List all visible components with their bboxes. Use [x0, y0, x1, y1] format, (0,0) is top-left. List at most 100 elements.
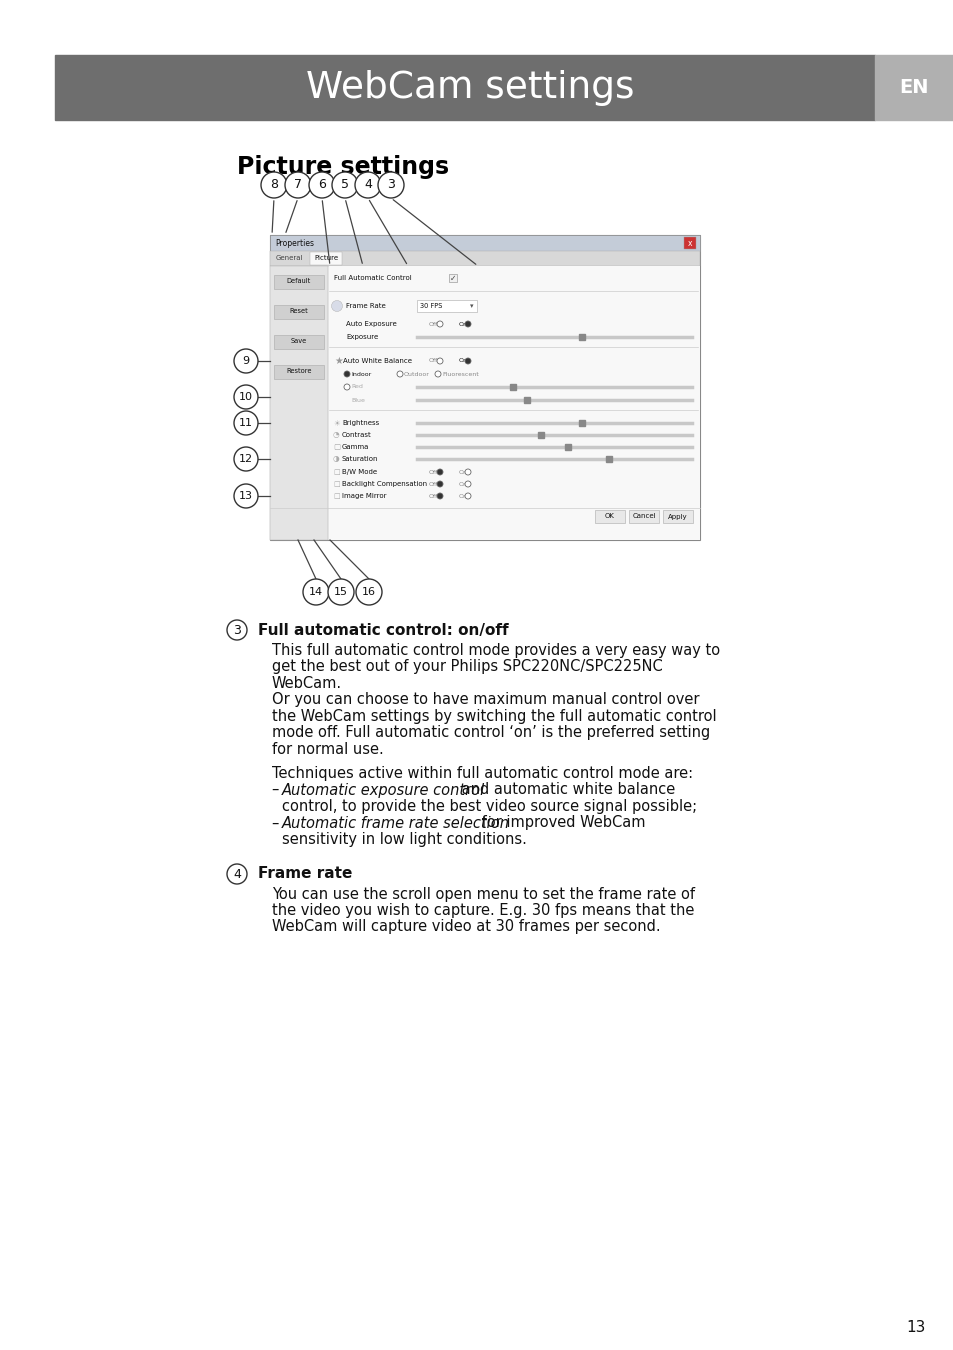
- Circle shape: [355, 171, 380, 198]
- Text: ◔: ◔: [333, 431, 339, 440]
- Circle shape: [233, 385, 257, 409]
- Text: On: On: [458, 482, 468, 486]
- Circle shape: [227, 620, 247, 640]
- Text: Saturation: Saturation: [341, 456, 378, 462]
- Bar: [449, 274, 456, 282]
- Text: Off: Off: [429, 359, 437, 363]
- Text: 6: 6: [317, 178, 326, 192]
- Text: ☀: ☀: [333, 418, 339, 428]
- Text: Indoor: Indoor: [351, 371, 371, 377]
- Circle shape: [464, 468, 471, 475]
- Circle shape: [464, 481, 471, 487]
- Text: 4: 4: [233, 868, 241, 880]
- Text: 8: 8: [270, 178, 277, 192]
- Text: sensitivity in low light conditions.: sensitivity in low light conditions.: [282, 832, 526, 846]
- Text: and automatic white balance: and automatic white balance: [456, 783, 675, 798]
- Text: □: □: [333, 481, 339, 487]
- Text: 16: 16: [361, 587, 375, 597]
- Text: ✓: ✓: [450, 274, 456, 282]
- Text: Default: Default: [287, 278, 311, 283]
- Text: Or you can choose to have maximum manual control over: Or you can choose to have maximum manual…: [272, 693, 699, 707]
- Text: Image Mirror: Image Mirror: [341, 493, 386, 500]
- Text: Gamma: Gamma: [341, 444, 369, 450]
- Circle shape: [464, 493, 471, 500]
- Text: 7: 7: [294, 178, 302, 192]
- Circle shape: [344, 383, 350, 390]
- Bar: [416, 300, 476, 312]
- Circle shape: [396, 371, 402, 377]
- Text: ◑: ◑: [333, 455, 339, 463]
- Text: Off: Off: [429, 494, 437, 498]
- Bar: [55, 55, 874, 120]
- Bar: [274, 364, 324, 379]
- Circle shape: [261, 171, 287, 198]
- Text: Off: Off: [429, 470, 437, 474]
- Text: ▢: ▢: [333, 443, 340, 451]
- Bar: [662, 510, 692, 522]
- Text: You can use the scroll open menu to set the frame rate of: You can use the scroll open menu to set …: [272, 887, 695, 902]
- Bar: [270, 251, 700, 266]
- Text: Contrast: Contrast: [341, 432, 372, 437]
- Bar: [270, 266, 328, 540]
- Circle shape: [355, 579, 381, 605]
- Circle shape: [233, 447, 257, 471]
- Text: EN: EN: [899, 78, 928, 97]
- Text: □: □: [333, 468, 339, 475]
- Text: OK: OK: [604, 513, 615, 520]
- Text: Exposure: Exposure: [346, 333, 377, 340]
- Text: the WebCam settings by switching the full automatic control: the WebCam settings by switching the ful…: [272, 709, 716, 724]
- Text: x: x: [687, 239, 692, 247]
- Bar: [329, 266, 700, 540]
- Text: Outdoor: Outdoor: [403, 371, 430, 377]
- Text: On: On: [458, 359, 468, 363]
- Bar: [874, 55, 953, 120]
- Bar: [310, 252, 341, 265]
- Bar: [628, 510, 659, 522]
- Text: for improved WebCam: for improved WebCam: [476, 815, 645, 830]
- Text: 14: 14: [309, 587, 323, 597]
- Text: Brightness: Brightness: [341, 420, 379, 427]
- Text: B/W Mode: B/W Mode: [341, 468, 376, 475]
- Text: This full automatic control mode provides a very easy way to: This full automatic control mode provide…: [272, 643, 720, 657]
- Circle shape: [233, 410, 257, 435]
- Circle shape: [377, 171, 403, 198]
- Text: General: General: [275, 255, 303, 262]
- Text: WebCam.: WebCam.: [272, 675, 342, 690]
- Circle shape: [328, 579, 354, 605]
- Text: Automatic exposure control: Automatic exposure control: [282, 783, 485, 798]
- Text: Fluorescent: Fluorescent: [441, 371, 478, 377]
- Text: 3: 3: [233, 624, 241, 636]
- Circle shape: [331, 301, 342, 312]
- Text: Reset: Reset: [290, 308, 308, 315]
- Text: 13: 13: [905, 1320, 924, 1335]
- Text: 3: 3: [387, 178, 395, 192]
- Circle shape: [464, 358, 471, 364]
- Circle shape: [464, 321, 471, 327]
- Text: Cancel: Cancel: [632, 513, 655, 520]
- Text: 13: 13: [239, 491, 253, 501]
- Text: WebCam settings: WebCam settings: [305, 69, 634, 105]
- Bar: [270, 235, 700, 251]
- Text: WebCam will capture video at 30 frames per second.: WebCam will capture video at 30 frames p…: [272, 919, 659, 934]
- Text: Off: Off: [429, 482, 437, 486]
- Text: Full Automatic Control: Full Automatic Control: [334, 275, 412, 281]
- Text: 10: 10: [239, 392, 253, 402]
- Text: the video you wish to capture. E.g. 30 fps means that the: the video you wish to capture. E.g. 30 f…: [272, 903, 694, 918]
- Circle shape: [344, 371, 350, 377]
- Bar: [683, 238, 696, 248]
- Circle shape: [436, 468, 442, 475]
- Circle shape: [233, 350, 257, 373]
- Circle shape: [436, 321, 442, 327]
- Text: Save: Save: [291, 338, 307, 344]
- Text: □: □: [333, 493, 339, 500]
- Circle shape: [436, 358, 442, 364]
- Text: Auto White Balance: Auto White Balance: [343, 358, 412, 364]
- Text: Blue: Blue: [351, 397, 364, 402]
- Circle shape: [435, 371, 440, 377]
- Text: Frame Rate: Frame Rate: [346, 302, 385, 309]
- Text: Red: Red: [351, 385, 362, 390]
- Circle shape: [227, 864, 247, 884]
- Text: Apply: Apply: [667, 513, 687, 520]
- Text: Backlight Compensation: Backlight Compensation: [341, 481, 427, 487]
- Circle shape: [285, 171, 311, 198]
